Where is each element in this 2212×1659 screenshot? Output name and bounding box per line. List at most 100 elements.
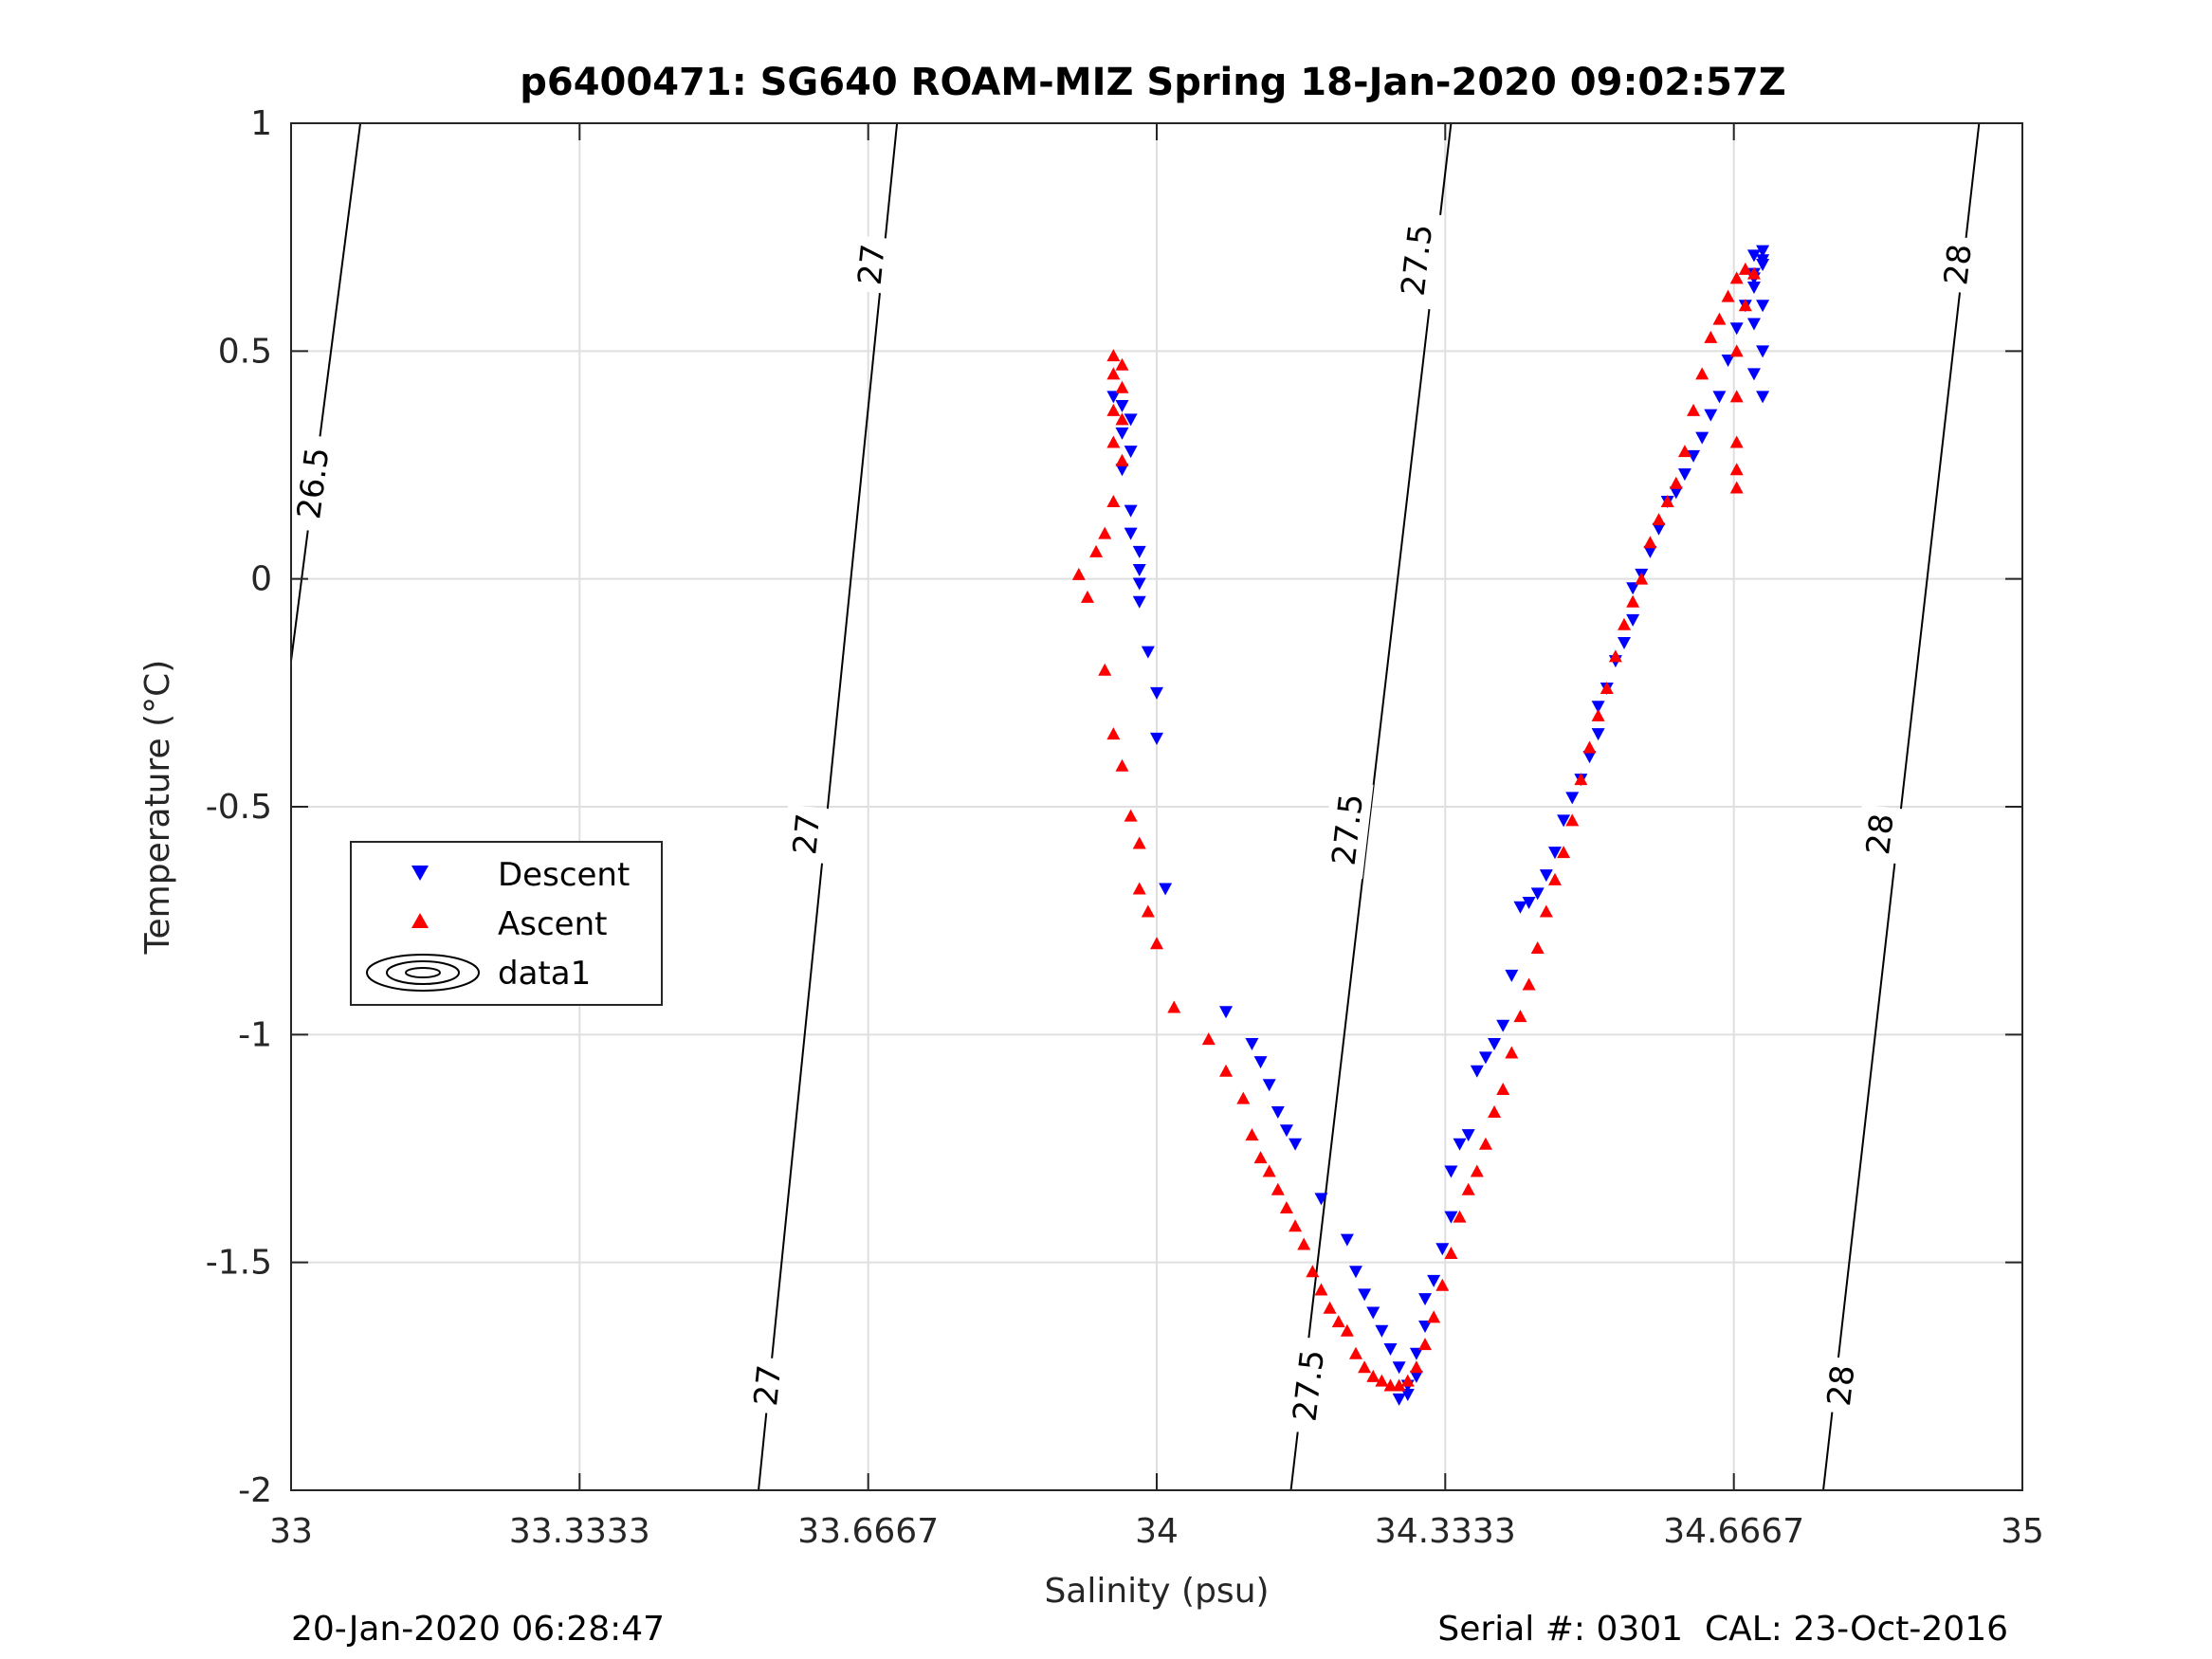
x-axis-label: Salinity (psu)	[1044, 1572, 1269, 1611]
contour-label: 26.5	[290, 446, 337, 521]
x-tick-label: 33.3333	[509, 1512, 650, 1551]
descent-point	[1115, 464, 1129, 477]
legend-ascent-marker	[411, 913, 429, 928]
descent-point	[1392, 1393, 1406, 1406]
ascent-point	[1089, 544, 1104, 557]
descent-point	[1756, 254, 1770, 267]
ascent-point	[1626, 594, 1640, 608]
contour-label-gap	[782, 804, 831, 864]
y-tick-label: -0.5	[206, 788, 272, 827]
ascent-point	[1729, 390, 1744, 403]
ascent-point	[1236, 1091, 1251, 1104]
contour-label: 27.5	[1287, 1348, 1333, 1424]
descent-point	[1746, 318, 1761, 331]
descent-point	[1522, 896, 1536, 909]
descent-point	[1150, 686, 1163, 700]
ascent-point	[1643, 536, 1657, 549]
descent-point	[1677, 468, 1691, 482]
y-tick-label: -2	[238, 1471, 272, 1510]
data-points	[1071, 245, 1770, 1406]
ascent-point	[1124, 809, 1138, 822]
contour-label: 28	[1859, 811, 1902, 857]
descent-point	[1279, 1124, 1293, 1138]
ascent-point	[1505, 1046, 1519, 1059]
descent-point	[1565, 792, 1580, 805]
ascent-point	[1132, 836, 1146, 849]
ascent-point	[1331, 1315, 1345, 1328]
descent-point	[1756, 245, 1770, 258]
ascent-point	[1635, 572, 1649, 585]
ascent-point	[1340, 1323, 1354, 1337]
ascent-point	[1513, 1010, 1527, 1023]
ascent-point	[1738, 299, 1752, 312]
contour-label-gap	[743, 1356, 791, 1415]
ascent-point	[1729, 463, 1744, 476]
ascent-point	[1530, 941, 1545, 955]
ascent-point	[1115, 453, 1129, 466]
x-tick-label: 34.3333	[1375, 1512, 1516, 1551]
ascent-point	[1141, 904, 1155, 918]
ascent-point	[1392, 1378, 1406, 1392]
footer-serial-cal: Serial #: 0301 CAL: 23-Oct-2016	[1437, 1610, 2008, 1649]
descent-point	[1756, 345, 1770, 358]
descent-point	[1582, 751, 1597, 764]
footer-timestamp: 20-Jan-2020 06:28:47	[291, 1610, 665, 1649]
ascent-point	[1314, 1283, 1328, 1296]
ascent-point	[1167, 1000, 1181, 1013]
descent-point	[1141, 646, 1155, 659]
x-tick-label: 34	[1135, 1512, 1179, 1551]
legend: Descent Ascent data1	[350, 841, 663, 1006]
contour-label: 27	[851, 243, 893, 287]
x-tick-label: 33.6667	[797, 1512, 939, 1551]
grid	[291, 123, 2022, 1490]
y-tick-label: -1.5	[206, 1244, 272, 1283]
contour-label-gap	[847, 234, 895, 295]
x-axis: 33 33.3333 33.6667 34 34.3333 34.6667 35	[269, 123, 2044, 1551]
descent-point	[1626, 613, 1640, 627]
contour-label-gap	[1817, 1356, 1865, 1415]
y-tick-label: 0	[250, 560, 272, 599]
descent-point	[1513, 901, 1527, 914]
descent-point	[1496, 1019, 1510, 1032]
legend-data1-label: data1	[498, 955, 591, 993]
contour-label-gap	[1282, 1336, 1335, 1435]
descent-point	[1618, 636, 1632, 649]
ascent-point	[1366, 1369, 1380, 1382]
legend-descent-marker	[411, 866, 429, 881]
ascent-point	[1677, 445, 1691, 458]
descent-point	[1704, 409, 1718, 422]
descent-point	[1409, 1347, 1423, 1360]
descent-point	[1340, 1233, 1354, 1247]
ascent-point	[1488, 1105, 1502, 1119]
ascent-point	[1262, 1164, 1276, 1177]
ascent-point	[1253, 1151, 1268, 1164]
ascent-point	[1721, 289, 1735, 302]
ascent-point	[1591, 708, 1605, 721]
contour-label-gap	[1856, 804, 1904, 865]
descent-point	[1253, 1056, 1268, 1069]
descent-point	[1669, 486, 1683, 500]
x-tick-label: 35	[2001, 1512, 2044, 1551]
ascent-point	[1106, 349, 1121, 362]
ascent-point	[1358, 1360, 1372, 1374]
ascent-point	[1080, 590, 1094, 603]
ascent-point	[1400, 1374, 1415, 1387]
descent-point	[1219, 1006, 1234, 1019]
descent-point	[1418, 1293, 1433, 1306]
x-tick-label: 33	[269, 1512, 313, 1551]
descent-point	[1643, 545, 1657, 558]
chart-title: p6400471: SG640 ROAM-MIZ Spring 18-Jan-2…	[520, 61, 1786, 104]
descent-point	[1375, 1324, 1389, 1338]
ascent-point	[1271, 1182, 1285, 1195]
descent-point	[1150, 732, 1163, 745]
ascent-point	[1547, 872, 1562, 885]
descent-point	[1626, 582, 1640, 595]
ascent-point	[1729, 435, 1744, 448]
ascent-point	[1557, 846, 1571, 859]
ascent-point	[1470, 1164, 1484, 1177]
ascent-point	[1608, 649, 1622, 663]
descent-point	[1478, 1051, 1492, 1065]
ascent-point	[1279, 1200, 1293, 1213]
descent-point	[1400, 1389, 1415, 1402]
